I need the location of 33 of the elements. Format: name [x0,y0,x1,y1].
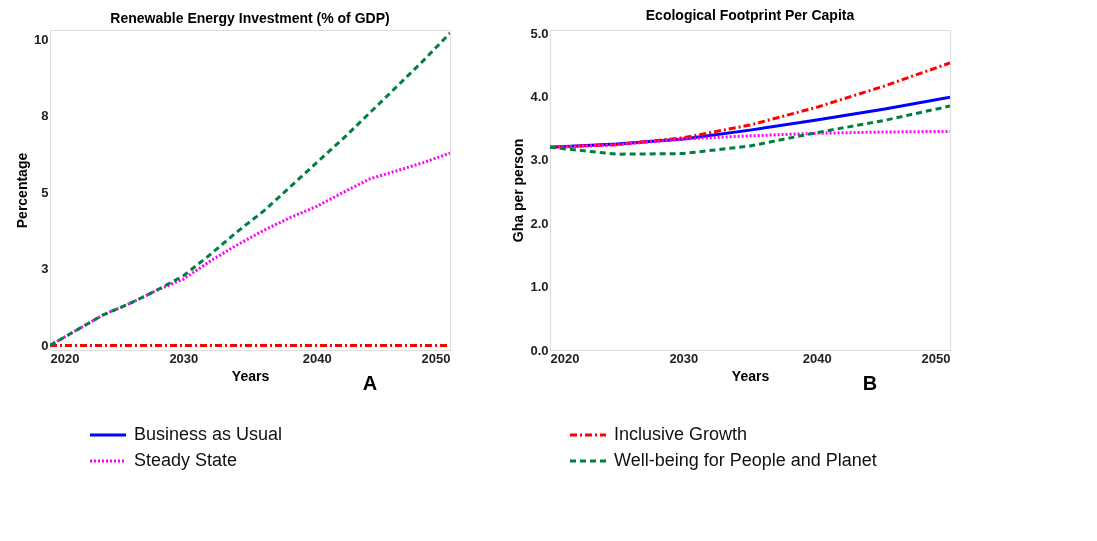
x-tick-label: 2050 [921,350,951,366]
line-series [50,31,450,347]
y-tick-label: 4.0 [530,89,549,105]
y-tick-label: 10 [34,31,49,47]
y-tick-label: 2.0 [530,215,549,231]
x-tick-label: 2030 [169,350,199,366]
y-tick-label: 0.0 [530,342,549,358]
text: A [362,372,378,394]
text: B [862,372,878,394]
x-tick-label: 2020 [550,350,580,366]
legend-label: Well-being for People and Planet [614,450,877,470]
y-tick-label: 0 [41,337,49,353]
line-series [550,104,950,156]
chart-title: Ecological Footprint Per Capita [645,7,855,24]
legend-label: Inclusive Growth [614,424,748,444]
y-axis-title: Percentage [14,152,31,229]
x-axis-title: Years [231,367,270,384]
x-axis-title: Years [731,367,770,384]
x-tick-label: 2050 [421,350,451,366]
y-tick-label: 8 [41,108,49,124]
legend-label: Business as Usual [134,424,283,444]
x-tick-label: 2030 [669,350,699,366]
x-tick-label: 2040 [302,350,332,366]
y-tick-label: 3.0 [530,152,549,168]
x-tick-label: 2020 [50,350,80,366]
legend-label: Steady State [134,450,238,470]
chart-title: Renewable Energy Investment (% of GDP) [110,10,390,26]
y-axis-title: Gha per person [510,138,527,243]
y-tick-label: 1.0 [530,279,549,295]
y-tick-label: 5 [41,184,49,200]
y-tick-label: 5.0 [530,25,549,41]
x-tick-label: 2040 [802,350,832,366]
y-tick-label: 3 [41,261,49,277]
